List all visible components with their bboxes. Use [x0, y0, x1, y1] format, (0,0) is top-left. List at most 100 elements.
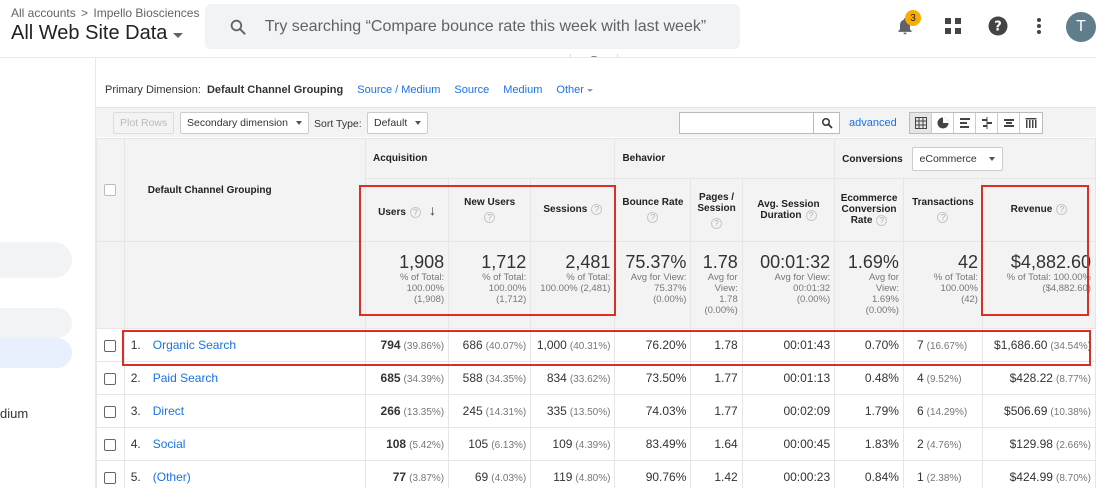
- notifications-button[interactable]: 3: [893, 10, 921, 38]
- caret-down-icon: [586, 88, 593, 92]
- property-selector[interactable]: All Web Site Data: [11, 22, 184, 45]
- help-icon[interactable]: ?: [647, 212, 659, 223]
- row-label-link[interactable]: (Other): [152, 470, 191, 484]
- property-name: All Web Site Data: [11, 22, 168, 44]
- help-icon[interactable]: ?: [591, 204, 603, 216]
- cell-transactions: 7 (16.67%): [902, 328, 983, 362]
- nav-item[interactable]: [0, 242, 72, 278]
- col-users[interactable]: Users? ↓: [364, 178, 450, 242]
- totals-empty: [96, 241, 125, 329]
- help-icon[interactable]: ?: [876, 215, 888, 227]
- table-search-button[interactable]: [814, 112, 840, 134]
- totals-empty: [123, 241, 366, 329]
- help-icon[interactable]: ?: [484, 212, 496, 223]
- row-label-cell: 3. Direct: [123, 394, 366, 428]
- nav-item-label[interactable]: dium: [0, 406, 29, 421]
- table-row: 4. Social 108 (5.42%) 105 (6.13%) 109 (4.39%) 83…: [96, 427, 1096, 461]
- totals-bounce-rate: 75.37% Avg for View: 75.37% (0.00%): [614, 241, 692, 329]
- sort-type-select[interactable]: Default: [367, 112, 429, 134]
- totals-revenue: $4,882.60% of Total: 100.00% ($4,882.60): [981, 241, 1096, 329]
- totals-sessions: 2,481% of Total: 100.00% (2,481): [530, 241, 616, 329]
- pie-view-button[interactable]: [932, 113, 954, 133]
- row-label-link[interactable]: Direct: [152, 404, 185, 418]
- breadcrumb[interactable]: All accounts > Impello Biosciences: [11, 6, 199, 20]
- help-button[interactable]: ?: [986, 14, 1010, 38]
- plot-rows-button[interactable]: Plot Rows: [113, 112, 175, 134]
- row-checkbox[interactable]: [104, 372, 117, 385]
- row-label-link[interactable]: Social: [152, 437, 186, 451]
- col-sessions[interactable]: Sessions?: [530, 178, 616, 242]
- apps-button[interactable]: [941, 14, 965, 38]
- row-label-link[interactable]: Paid Search: [152, 371, 219, 385]
- col-bounce-rate[interactable]: Bounce Rate?: [614, 178, 692, 242]
- col-transactions[interactable]: Transactions?: [902, 178, 983, 242]
- conversions-label: Conversions: [842, 153, 903, 165]
- col-ecr-label-2: Conversion: [841, 204, 897, 216]
- advanced-filter-link[interactable]: advanced: [849, 117, 897, 129]
- dimension-source[interactable]: Source: [454, 84, 490, 96]
- col-avg-duration[interactable]: Avg. Session Duration?: [741, 178, 836, 242]
- col-ecr-label-3: Rate: [850, 215, 873, 227]
- nav-item-active[interactable]: [0, 338, 72, 368]
- search-bar[interactable]: [205, 4, 740, 49]
- cell-duration: 00:00:45: [741, 427, 836, 461]
- dimension-medium[interactable]: Medium: [503, 84, 543, 96]
- avatar[interactable]: T: [1066, 12, 1096, 42]
- pivot-view-button[interactable]: [1020, 113, 1042, 133]
- performance-view-button[interactable]: [954, 113, 976, 133]
- cell-revenue: $424.99 (8.70%): [981, 460, 1096, 488]
- search-input[interactable]: [264, 17, 740, 36]
- cell-duration: 00:00:23: [741, 460, 836, 488]
- cell-bounce-rate: 83.49%: [614, 427, 692, 461]
- term-cloud-icon: [1003, 119, 1014, 127]
- row-checkbox[interactable]: [104, 405, 117, 418]
- help-icon[interactable]: ?: [409, 206, 421, 218]
- cell-users: 108 (5.42%): [364, 427, 450, 461]
- row-checkbox[interactable]: [104, 339, 117, 352]
- table-view-button[interactable]: [910, 113, 932, 133]
- sort-desc-icon[interactable]: ↓: [428, 202, 436, 218]
- breadcrumb-root[interactable]: All accounts: [11, 6, 76, 20]
- select-all-cell: [96, 138, 125, 242]
- dimension-other[interactable]: Other: [556, 84, 593, 96]
- cell-new-users: 245 (14.31%): [448, 394, 532, 428]
- help-icon[interactable]: ?: [1056, 204, 1068, 216]
- comparison-view-button[interactable]: [976, 113, 998, 133]
- table-filter-input[interactable]: [679, 112, 814, 134]
- conversions-select[interactable]: eCommerce: [911, 146, 1003, 171]
- help-icon[interactable]: ?: [711, 217, 723, 229]
- table-row: 3. Direct 266 (13.35%) 245 (14.31%) 335 (13.50%…: [96, 394, 1096, 428]
- cell-pages: 1.64: [690, 427, 743, 461]
- secondary-dimension-select[interactable]: Secondary dimension: [180, 112, 309, 134]
- row-label-cell: 4. Social: [123, 427, 366, 461]
- col-revenue[interactable]: Revenue?: [981, 178, 1096, 242]
- col-pages-session[interactable]: Pages / Session?: [690, 178, 743, 242]
- row-label-link[interactable]: Organic Search: [152, 338, 237, 352]
- dimension-header[interactable]: Default Channel Grouping: [123, 138, 366, 242]
- cell-pages: 1.42: [690, 460, 743, 488]
- caret-down-icon: [173, 32, 184, 38]
- cell-sessions: 335 (13.50%): [530, 394, 616, 428]
- help-icon[interactable]: ?: [937, 212, 949, 223]
- breadcrumb-account[interactable]: Impello Biosciences: [93, 6, 200, 20]
- apps-grid-icon: [945, 18, 961, 34]
- row-checkbox[interactable]: [104, 438, 117, 451]
- col-new-users[interactable]: New Users?: [448, 178, 532, 242]
- nav-item[interactable]: [0, 308, 72, 338]
- help-icon[interactable]: ?: [805, 209, 817, 221]
- row-checkbox[interactable]: [104, 471, 117, 484]
- table-view-icon: [914, 117, 927, 129]
- cell-duration: 00:01:13: [741, 361, 836, 395]
- cell-sessions: 1,000 (40.31%): [530, 328, 616, 362]
- cell-bounce-rate: 76.20%: [614, 328, 692, 362]
- dimension-source-medium[interactable]: Source / Medium: [357, 84, 441, 96]
- col-ecommerce-rate[interactable]: Ecommerce Conversion Rate?: [834, 178, 904, 242]
- more-options-button[interactable]: [1027, 14, 1051, 38]
- totals-duration: 00:01:32 Avg for View: 00:01:32 (0.00%): [741, 241, 836, 329]
- breadcrumb-separator: >: [81, 6, 89, 20]
- col-new-users-label: New Users: [464, 197, 516, 208]
- data-table: Default Channel Grouping Acquisition Beh…: [96, 138, 1096, 488]
- cell-users: 685 (34.39%): [364, 361, 450, 395]
- term-cloud-view-button[interactable]: [998, 113, 1020, 133]
- select-all-checkbox[interactable]: [104, 184, 117, 196]
